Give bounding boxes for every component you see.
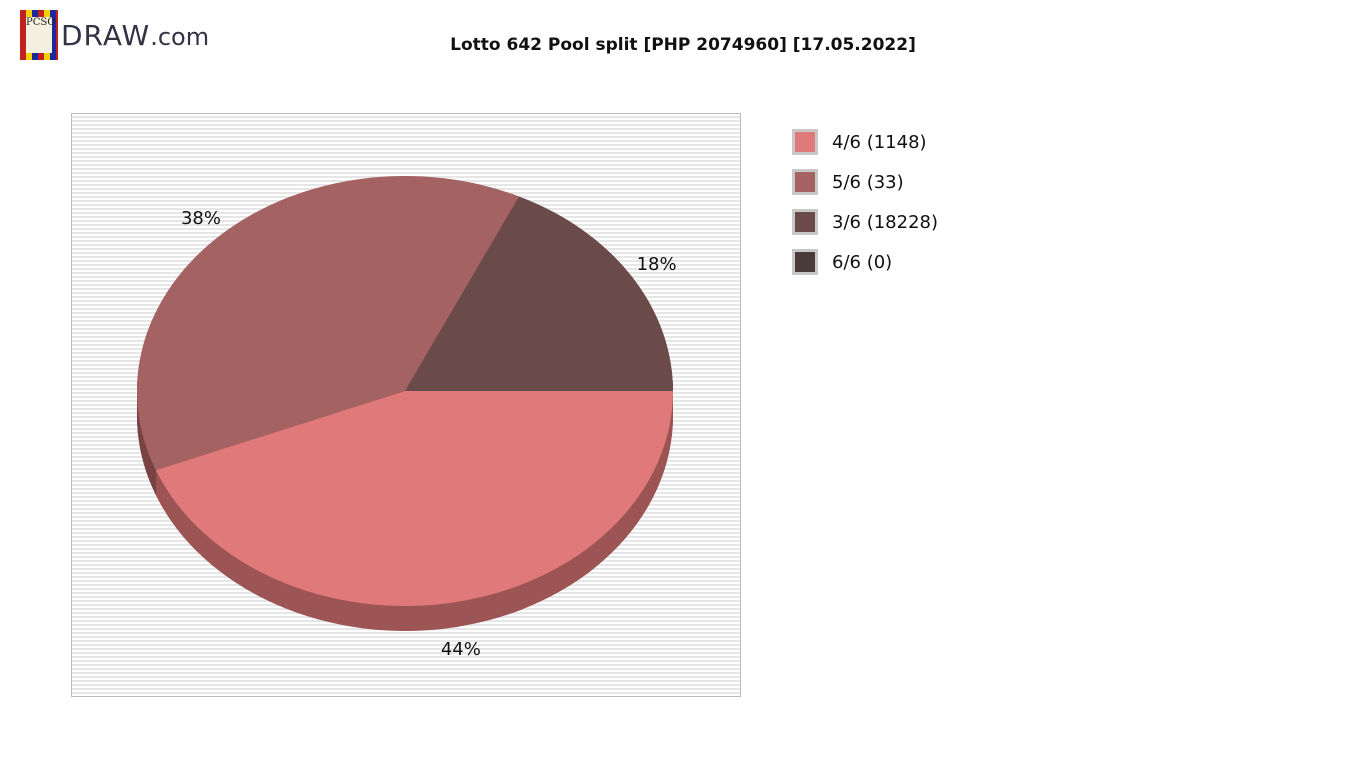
legend-swatch	[792, 169, 818, 195]
logo-text: DRAW.com	[61, 18, 210, 52]
pie-slice	[137, 176, 520, 471]
legend-label: 3/6 (18228)	[832, 211, 938, 233]
legend-swatch	[792, 209, 818, 235]
pie-slice	[155, 391, 674, 606]
legend-swatch	[792, 249, 818, 275]
legend-item: 3/6 (18228)	[792, 202, 938, 242]
logo[interactable]: PCSO DRAW.com	[20, 10, 209, 60]
legend-label: 5/6 (33)	[832, 171, 904, 193]
pcso-badge: PCSO	[20, 10, 58, 60]
chart-title: Lotto 642 Pool split [PHP 2074960] [17.0…	[450, 35, 916, 55]
slice-percent-label: 18%	[637, 254, 677, 275]
legend: 4/6 (1148) 5/6 (33) 3/6 (18228) 6/6 (0)	[792, 122, 938, 282]
legend-item: 5/6 (33)	[792, 162, 938, 202]
legend-item: 4/6 (1148)	[792, 122, 938, 162]
legend-item: 6/6 (0)	[792, 242, 938, 282]
slice-percent-label: 38%	[181, 208, 221, 229]
legend-label: 4/6 (1148)	[832, 131, 927, 153]
slice-percent-label: 44%	[441, 639, 481, 660]
pie-slice	[405, 196, 673, 391]
legend-label: 6/6 (0)	[832, 251, 893, 273]
legend-swatch	[792, 129, 818, 155]
